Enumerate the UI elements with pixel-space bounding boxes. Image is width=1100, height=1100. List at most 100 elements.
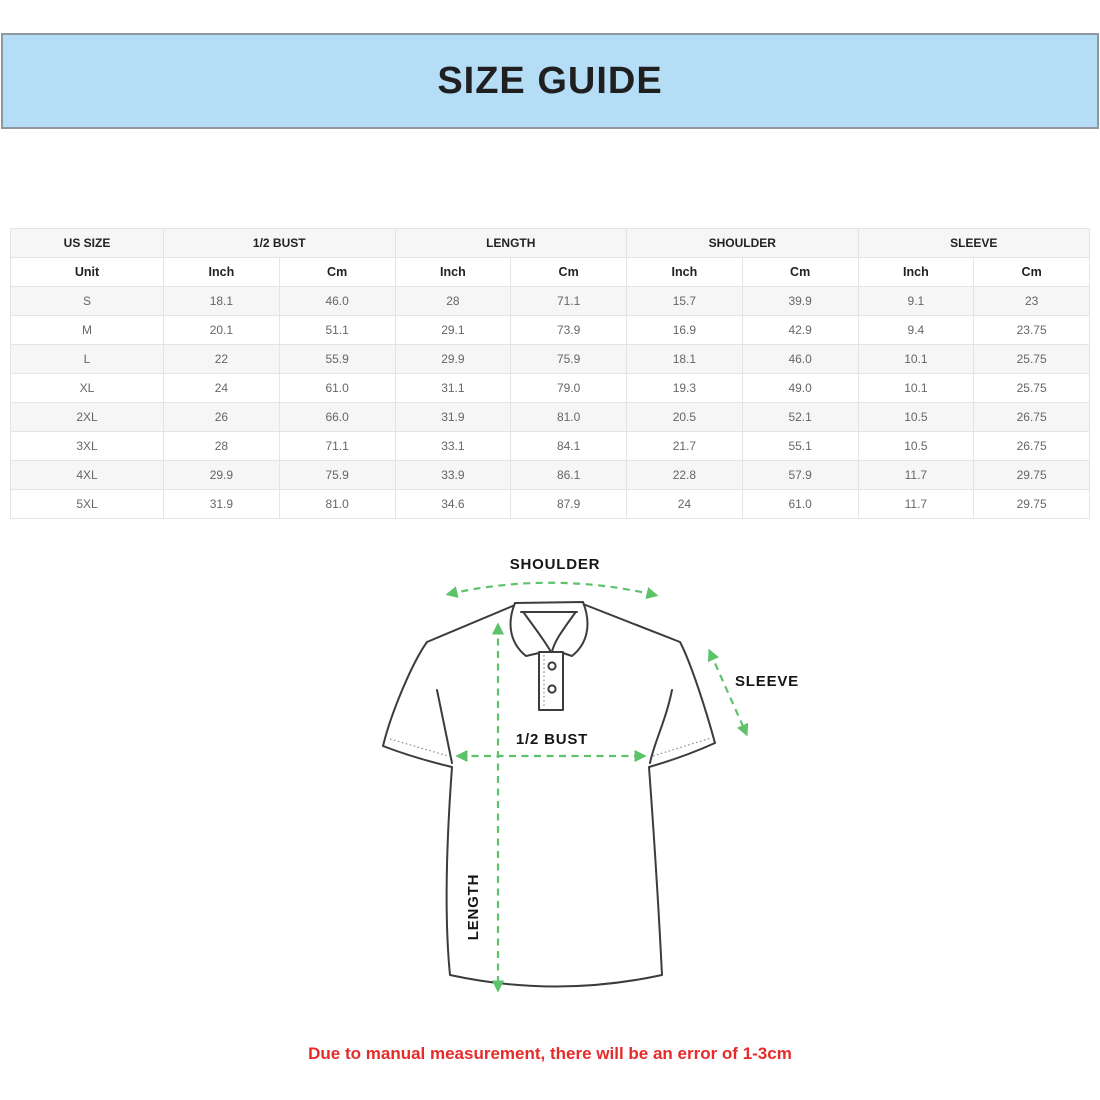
button-bottom	[547, 684, 557, 694]
table-row-m: M 20.1 51.1 29.1 73.9 16.9 42.9 9.4 23.7…	[10, 315, 1090, 345]
polo-shirt-illustration: SHOULDER SLEEVE 1/2 BUST LENGTH	[382, 556, 799, 993]
value-cell: 33.9	[394, 460, 512, 490]
value-cell: 10.1	[857, 373, 975, 403]
value-cell: 10.1	[857, 344, 975, 374]
value-cell: 16.9	[626, 315, 743, 345]
value-cell: 18.1	[626, 344, 743, 374]
value-cell: 10.5	[857, 431, 975, 461]
value-cell: 22	[163, 344, 280, 374]
value-cell: 10.5	[857, 402, 975, 432]
value-cell: 23.75	[973, 315, 1090, 345]
value-cell: 34.6	[394, 489, 512, 519]
shoulder-arrow	[445, 581, 659, 599]
table-row-4xl: 4XL 29.9 75.9 33.9 86.1 22.8 57.9 11.7 2…	[10, 460, 1090, 490]
value-cell: 11.7	[857, 489, 975, 519]
collar-left-wing-edge	[523, 612, 552, 653]
collar-right-wing-edge	[551, 612, 576, 653]
value-cell: 61.0	[278, 373, 396, 403]
value-cell: 81.0	[278, 489, 396, 519]
value-cell: 31.9	[394, 402, 512, 432]
unit-header-row: Unit Inch Cm Inch Cm Inch Cm Inch Cm	[10, 257, 1090, 287]
value-cell: 19.3	[626, 373, 743, 403]
measurement-disclaimer: Due to manual measurement, there will be…	[308, 1044, 792, 1063]
left-armhole-seam	[436, 689, 453, 764]
unit-header: Inch	[857, 257, 975, 287]
value-cell: 29.9	[163, 460, 280, 490]
value-cell: 61.0	[741, 489, 859, 519]
value-cell: 46.0	[741, 344, 859, 374]
size-cell: XL	[10, 373, 164, 403]
table-row-5xl: 5XL 31.9 81.0 34.6 87.9 24 61.0 11.7 29.…	[10, 489, 1090, 519]
unit-header: Unit	[10, 257, 164, 287]
value-cell: 73.9	[510, 315, 627, 345]
value-cell: 33.1	[394, 431, 512, 461]
value-cell: 57.9	[741, 460, 859, 490]
page-title: SIZE GUIDE	[437, 59, 663, 102]
value-cell: 29.1	[394, 315, 512, 345]
table-row-2xl: 2XL 26 66.0 31.9 81.0 20.5 52.1 10.5 26.…	[10, 402, 1090, 432]
placket	[538, 651, 564, 711]
value-cell: 28	[394, 286, 512, 316]
col-header-sleeve: SLEEVE	[857, 228, 1090, 258]
sleeve-arrow	[707, 648, 749, 737]
value-cell: 39.9	[741, 286, 859, 316]
col-header-us-size: US SIZE	[10, 228, 164, 258]
size-cell: 2XL	[10, 402, 164, 432]
value-cell: 84.1	[510, 431, 627, 461]
value-cell: 31.9	[163, 489, 280, 519]
shirt-body-outline	[382, 603, 716, 988]
table-row-l: L 22 55.9 29.9 75.9 18.1 46.0 10.1 25.75	[10, 344, 1090, 374]
value-cell: 24	[163, 373, 280, 403]
value-cell: 9.1	[857, 286, 975, 316]
value-cell: 29.75	[973, 460, 1090, 490]
value-cell: 11.7	[857, 460, 975, 490]
value-cell: 42.9	[741, 315, 859, 345]
value-cell: 29.75	[973, 489, 1090, 519]
value-cell: 20.1	[163, 315, 280, 345]
value-cell: 86.1	[510, 460, 627, 490]
table-row-3xl: 3XL 28 71.1 33.1 84.1 21.7 55.1 10.5 26.…	[10, 431, 1090, 461]
value-cell: 29.9	[394, 344, 512, 374]
value-cell: 71.1	[278, 431, 396, 461]
value-cell: 55.1	[741, 431, 859, 461]
value-cell: 26.75	[973, 431, 1090, 461]
table-row-xl: XL 24 61.0 31.1 79.0 19.3 49.0 10.1 25.7…	[10, 373, 1090, 403]
col-header-half-bust: 1/2 BUST	[163, 228, 396, 258]
value-cell: 24	[626, 489, 743, 519]
value-cell: 15.7	[626, 286, 743, 316]
unit-header: Cm	[510, 257, 627, 287]
size-cell: M	[10, 315, 164, 345]
value-cell: 18.1	[163, 286, 280, 316]
value-cell: 31.1	[394, 373, 512, 403]
size-cell: S	[10, 286, 164, 316]
right-armhole-seam	[649, 689, 673, 764]
value-cell: 52.1	[741, 402, 859, 432]
col-header-length: LENGTH	[394, 228, 627, 258]
unit-header: Cm	[278, 257, 396, 287]
size-cell: 4XL	[10, 460, 164, 490]
value-cell: 28	[163, 431, 280, 461]
unit-header: Cm	[973, 257, 1090, 287]
value-cell: 22.8	[626, 460, 743, 490]
size-guide-banner: SIZE GUIDE	[1, 33, 1099, 129]
unit-header: Inch	[163, 257, 280, 287]
sleeve-label: SLEEVE	[735, 673, 799, 690]
left-sleeve-stitch	[389, 738, 449, 757]
value-cell: 25.75	[973, 344, 1090, 374]
col-header-shoulder: SHOULDER	[626, 228, 859, 258]
group-header-row: US SIZE 1/2 BUST LENGTH SHOULDER SLEEVE	[10, 228, 1090, 258]
value-cell: 46.0	[278, 286, 396, 316]
value-cell: 81.0	[510, 402, 627, 432]
table-row-s: S 18.1 46.0 28 71.1 15.7 39.9 9.1 23	[10, 286, 1090, 316]
value-cell: 21.7	[626, 431, 743, 461]
button-top	[547, 661, 557, 671]
measurement-diagram: SHOULDER SLEEVE 1/2 BUST LENGTH	[370, 545, 810, 1045]
value-cell: 25.75	[973, 373, 1090, 403]
size-cell: L	[10, 344, 164, 374]
value-cell: 55.9	[278, 344, 396, 374]
value-cell: 71.1	[510, 286, 627, 316]
value-cell: 75.9	[278, 460, 396, 490]
value-cell: 9.4	[857, 315, 975, 345]
size-cell: 3XL	[10, 431, 164, 461]
value-cell: 20.5	[626, 402, 743, 432]
